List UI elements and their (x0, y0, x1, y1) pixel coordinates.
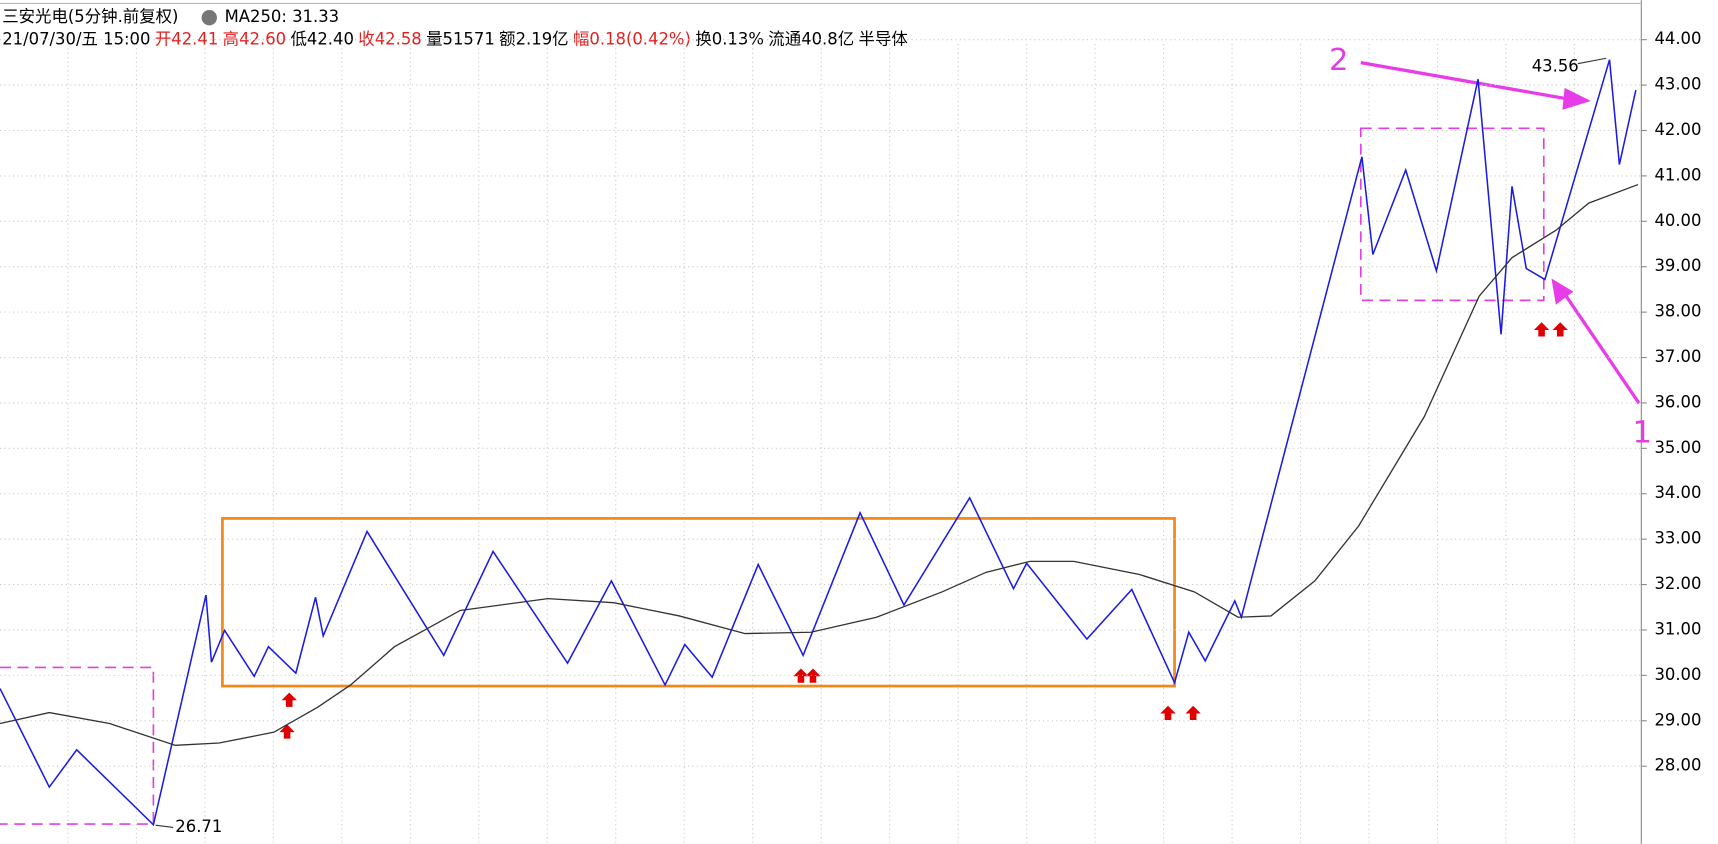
y-tick-label: 38.00 (1654, 302, 1701, 321)
quote-field: 半导体 (859, 29, 908, 48)
y-tick-label: 28.00 (1654, 756, 1701, 775)
y-tick-label: 35.00 (1654, 438, 1701, 457)
quote-field: 量51571 (426, 29, 495, 48)
y-tick-label: 36.00 (1654, 392, 1701, 411)
signal-arrow (1160, 705, 1176, 721)
quote-field: 幅0.18(0.42%) (573, 29, 691, 48)
signal-arrow (281, 692, 297, 707)
ma-icon (201, 10, 217, 26)
dashed-box (0, 666, 155, 825)
annotation-arrow (1563, 292, 1641, 405)
signal-arrow (1552, 322, 1568, 337)
y-tick-label: 31.00 (1654, 619, 1701, 638)
quote-field: 21/07/30/五 15:00 (2, 29, 150, 48)
quote-field: 收42.58 (358, 29, 421, 48)
signal-arrow (279, 724, 295, 739)
high-label: 43.56 (1532, 57, 1579, 76)
y-tick-label: 42.00 (1654, 120, 1701, 139)
quote-field: 开42.41 (155, 29, 218, 48)
y-tick-label: 34.00 (1654, 483, 1701, 502)
vertical-grid (67, 43, 1576, 844)
quote-field: 低42.40 (290, 29, 353, 48)
y-tick-label: 30.00 (1654, 665, 1701, 684)
signal-arrows (279, 322, 1568, 739)
quote-text: 21/07/30/五 15:00 开42.41 高42.60 低42.40 收42.58… (2, 29, 908, 48)
signal-arrow (1185, 705, 1201, 721)
low-label: 26.71 (175, 817, 222, 836)
y-tick-label: 41.00 (1654, 165, 1701, 184)
arrow-head (1551, 278, 1574, 305)
signal-arrow (793, 668, 809, 683)
signal-arrow (805, 668, 821, 683)
dashed-box (1359, 127, 1545, 302)
quote-field: 高42.60 (223, 29, 286, 48)
y-tick-label: 32.00 (1654, 574, 1701, 593)
quote-field: 换0.13% (695, 29, 764, 48)
annotation-arrow (1360, 61, 1568, 101)
note-label: 1 (1633, 416, 1653, 451)
label-leader (1577, 57, 1607, 65)
y-tick-label: 43.00 (1654, 75, 1701, 94)
y-tick-label: 29.00 (1654, 710, 1701, 729)
y-tick-label: 40.00 (1654, 211, 1701, 230)
range-box (221, 517, 1176, 688)
stock-name: 三安光电(5分钟.前复权) (2, 7, 178, 26)
series-line (0, 59, 1637, 827)
arrow-head (1562, 87, 1591, 110)
signal-arrow (1533, 322, 1550, 337)
quote-line: 21/07/30/五 15:00 开42.41 高42.60 低42.40 收42.58… (2, 29, 908, 48)
y-tick-label: 44.00 (1654, 29, 1701, 48)
y-tick-label: 37.00 (1654, 347, 1701, 366)
ma-label: MA250: 31.33 (225, 7, 340, 26)
quote-field: 流通40.8亿 (768, 29, 854, 48)
series-line (0, 183, 1639, 746)
y-tick-label: 39.00 (1654, 256, 1701, 275)
quote-field: 额2.19亿 (499, 29, 568, 48)
note-label: 2 (1329, 43, 1349, 78)
y-tick-label: 33.00 (1654, 529, 1701, 548)
label-leader (155, 824, 174, 828)
